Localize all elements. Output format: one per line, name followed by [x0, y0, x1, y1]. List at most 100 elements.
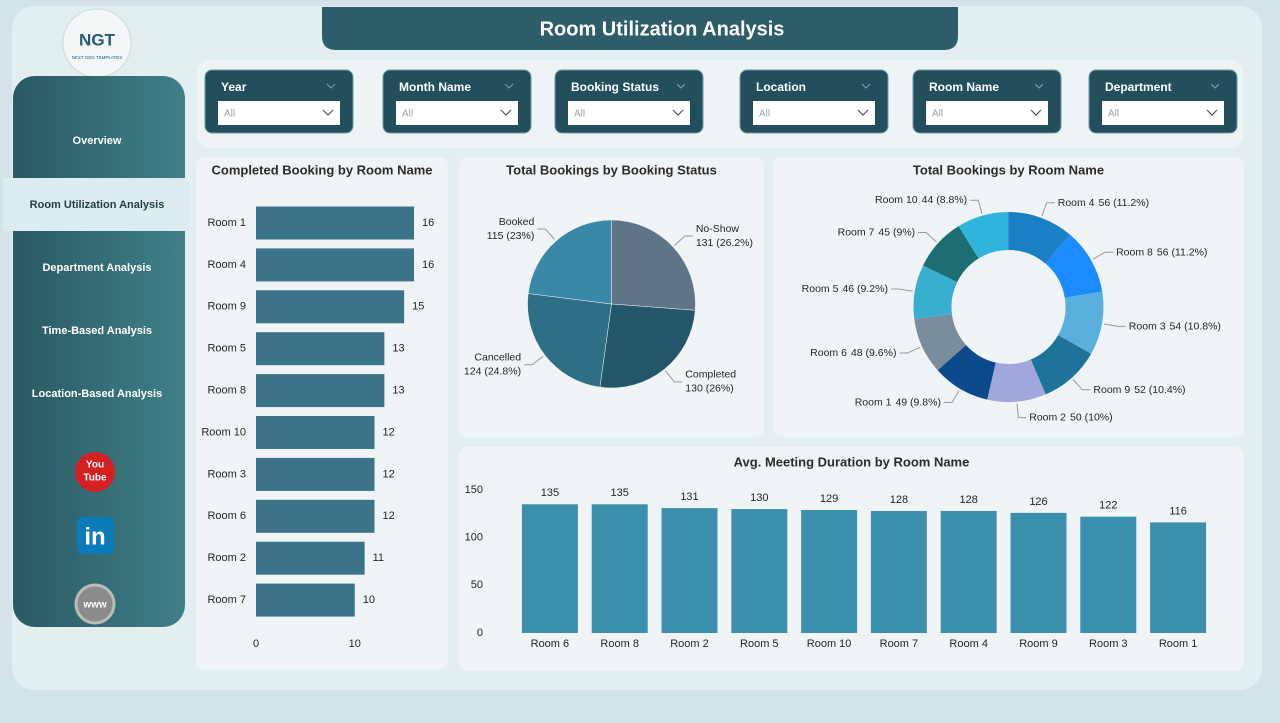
bar [940, 510, 997, 633]
dropdown[interactable] [1102, 101, 1224, 125]
x-tick-label: Room 2 [670, 638, 709, 650]
web-icon[interactable]: www [74, 583, 116, 625]
filter-label: Location [756, 80, 806, 94]
filter[interactable]: Room Name All [912, 69, 1062, 134]
data-label: Room 10 44 (8.8%) [875, 194, 967, 206]
logo-text: NGT [79, 30, 116, 49]
y-tick-label: 100 [465, 532, 483, 544]
dropdown-value: All [932, 109, 943, 120]
data-label: 131 [680, 491, 698, 503]
slice [1030, 335, 1092, 395]
bar [521, 504, 578, 633]
leader-line [1092, 251, 1114, 260]
x-tick-label: Room 7 [880, 638, 919, 650]
page-title: Room Utilization Analysis [540, 18, 785, 40]
filter-label: Year [221, 80, 247, 94]
dropdown[interactable] [926, 101, 1048, 125]
nav-item[interactable]: Overview [73, 135, 122, 147]
bar [731, 509, 788, 633]
label-name: Booked [499, 216, 535, 228]
data-label: 12 [383, 510, 395, 522]
label-value: 50 (10%) [1070, 411, 1113, 423]
y-tick-label: 50 [471, 579, 483, 591]
dropdown[interactable] [753, 101, 875, 125]
nav-item[interactable]: Time-Based Analysis [42, 325, 152, 337]
leader-line [1016, 403, 1027, 419]
bar [1150, 522, 1207, 633]
linkedin-icon[interactable]: in [77, 517, 114, 554]
y-tick-label: Room 4 [207, 259, 246, 271]
icon-text: www [82, 600, 107, 611]
youtube-icon[interactable]: You Tube [75, 452, 115, 492]
y-tick-label: Room 9 [207, 301, 246, 313]
label-value: 48 (9.6%) [851, 347, 897, 359]
data-label: Room 9 52 (10.4%) [1093, 384, 1185, 396]
x-tick-label: Room 1 [1159, 638, 1198, 650]
filter[interactable]: Department All [1088, 69, 1238, 134]
title-bar [322, 7, 958, 50]
label-name: Room 9 [1093, 384, 1130, 396]
chart: Total Bookings by Room Name Room 4 56 (11.… [773, 157, 1244, 437]
dropdown[interactable] [396, 101, 518, 125]
label-name: Room 6 [810, 347, 847, 359]
filter[interactable]: Month Name All [382, 69, 532, 134]
chart: Total Bookings by Booking Status No-Show 1… [459, 157, 764, 437]
slice [914, 314, 966, 371]
dropdown[interactable] [218, 101, 340, 125]
chevron [504, 83, 514, 89]
x-tick-label: 0 [253, 638, 259, 650]
chart-title: Avg. Meeting Duration by Room Name [734, 454, 970, 469]
chart-title: Total Bookings by Room Name [913, 162, 1104, 177]
label-name: Room 1 [855, 396, 892, 408]
bar [1010, 512, 1067, 633]
slice [1045, 234, 1103, 298]
charts: Completed Booking by Room Name 0 10 Room 1 1… [196, 157, 1244, 671]
x-tick-label: 10 [349, 638, 361, 650]
label-value: 54 (10.8%) [1170, 320, 1221, 332]
dropdown-value: All [224, 109, 235, 120]
icon-circle [74, 583, 116, 625]
label-value: 131 (26.2%) [696, 237, 753, 249]
leader-line [970, 199, 983, 214]
dropdown[interactable] [568, 101, 690, 125]
data-label: 129 [820, 493, 838, 505]
label-name: Room 7 [838, 226, 875, 238]
data-label: Room 2 50 (10%) [1029, 411, 1112, 423]
data-label: Room 6 48 (9.6%) [810, 347, 896, 359]
bar [801, 510, 858, 633]
data-label: 13 [392, 343, 404, 355]
dropdown-arrow [672, 109, 684, 116]
nav-active [3, 178, 190, 231]
nav-item[interactable]: Location-Based Analysis [32, 388, 162, 400]
slice [1008, 212, 1070, 264]
x-tick-label: Room 6 [531, 638, 570, 650]
slice [913, 265, 958, 319]
icon-circle [75, 452, 115, 492]
filter[interactable]: Booking Status All [554, 69, 704, 134]
chevron [861, 83, 871, 89]
nav-item[interactable]: Room Utilization Analysis [30, 199, 165, 211]
leader-line [1041, 202, 1055, 217]
chart-panel [196, 157, 448, 669]
label-value: 44 (8.8%) [922, 194, 968, 206]
icon-text: You [86, 460, 104, 471]
filter-label: Room Name [929, 80, 999, 94]
data-label: 10 [363, 594, 375, 606]
filter[interactable]: Location All [739, 69, 889, 134]
filter[interactable]: Year All [204, 69, 354, 134]
bar [256, 416, 375, 449]
bar [256, 499, 375, 533]
data-label: Room 5 46 (9.2%) [802, 283, 888, 295]
dropdown-value: All [402, 109, 413, 120]
label-name: Room 3 [1129, 320, 1166, 332]
filter-panel [197, 60, 1243, 148]
slice [527, 219, 612, 305]
nav-item[interactable]: Department Analysis [42, 262, 151, 274]
data-label: 12 [383, 468, 395, 480]
data-label: 12 [383, 426, 395, 438]
filter-label: Department [1105, 80, 1172, 94]
slice [599, 303, 696, 389]
dropdown-value: All [574, 109, 585, 120]
label-name: Cancelled [474, 352, 521, 364]
